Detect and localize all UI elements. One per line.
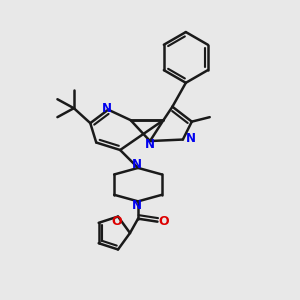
Text: N: N bbox=[186, 133, 196, 146]
Text: N: N bbox=[132, 158, 142, 171]
Text: O: O bbox=[159, 214, 169, 228]
Text: N: N bbox=[144, 137, 154, 151]
Text: N: N bbox=[132, 199, 142, 212]
Text: N: N bbox=[102, 102, 112, 115]
Text: O: O bbox=[112, 215, 122, 228]
